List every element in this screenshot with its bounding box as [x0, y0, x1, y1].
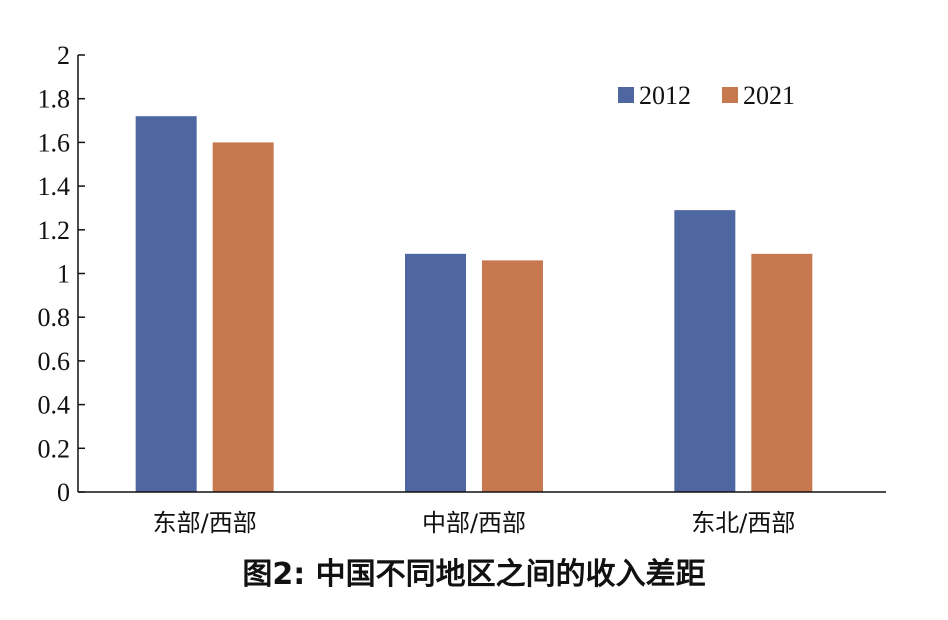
bar-2021-2 — [482, 260, 543, 492]
legend-swatch-2012 — [618, 87, 634, 103]
bar-2021-1 — [212, 142, 274, 492]
bar-2012-3 — [674, 210, 736, 492]
y-tick-label: 1.2 — [38, 216, 71, 245]
y-tick-label: 1.4 — [38, 172, 71, 201]
x-category-label: 中部/西部 — [422, 509, 526, 537]
legend: 2012 2021 — [618, 81, 795, 110]
chart-title: 图2: 中国不同地区之间的收入差距 — [242, 557, 706, 592]
legend-label-2021: 2021 — [743, 81, 795, 110]
x-category-label: 东北/西部 — [691, 509, 795, 537]
y-tick-label: 2 — [57, 41, 70, 70]
x-axis: 东部/西部 中部/西部 东北/西部 — [78, 491, 886, 537]
y-tick-label: 0.6 — [38, 347, 71, 376]
bar-2012-2 — [405, 253, 466, 492]
bar-2012-1 — [135, 116, 197, 493]
y-tick-label: 0.4 — [38, 391, 71, 420]
y-tick-label: 0 — [57, 478, 70, 507]
bar-2021-3 — [751, 253, 813, 492]
y-tick-label: 1 — [57, 260, 70, 289]
x-category-label: 东部/西部 — [153, 509, 257, 537]
legend-label-2012: 2012 — [639, 81, 691, 110]
y-tick-label: 0.2 — [38, 434, 71, 463]
y-tick-label: 0.8 — [38, 303, 71, 332]
y-tick-label: 1.6 — [38, 128, 71, 157]
bars-group — [135, 116, 813, 493]
y-tick-label: 1.8 — [38, 85, 71, 114]
y-axis: 0 0.2 0.4 0.6 0.8 1 1.2 1.4 1.6 1.8 2 — [38, 41, 85, 507]
legend-swatch-2021 — [722, 87, 738, 103]
